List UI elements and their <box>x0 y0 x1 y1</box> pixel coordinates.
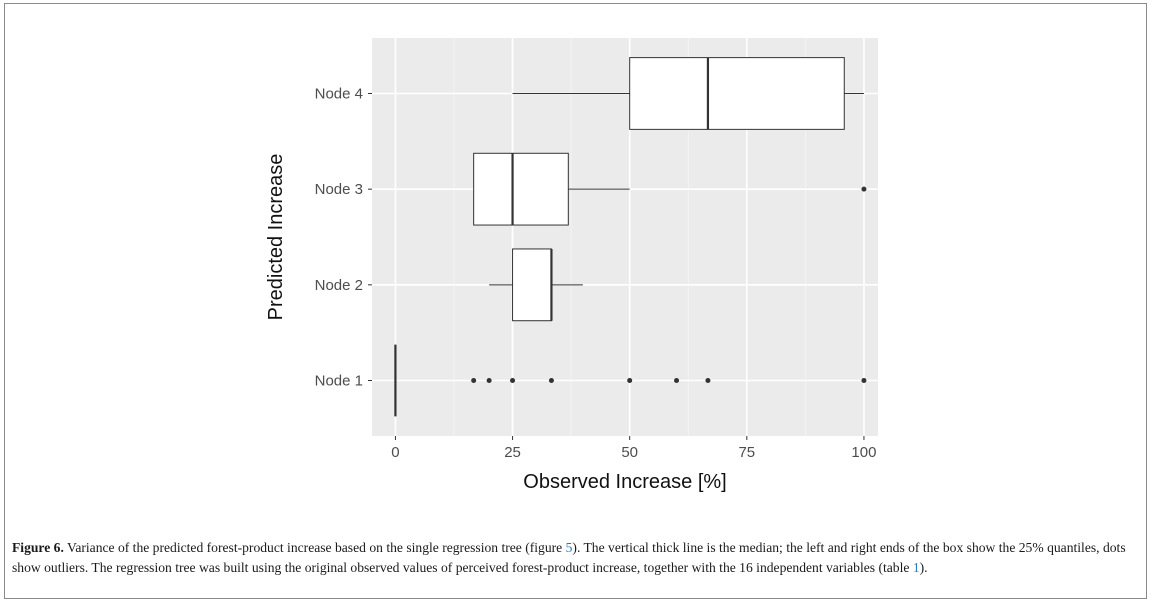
box-node-2 <box>489 248 583 322</box>
box-iqr <box>512 248 552 322</box>
outlier-point <box>861 186 867 192</box>
caption-table-link[interactable]: 1 <box>912 560 920 575</box>
y-axis-ticks: Node 1 Node 2 Node 3 Node 4 <box>315 85 372 390</box>
x-axis-title: Observed Increase [%] <box>523 471 726 493</box>
box-node-1 <box>394 344 867 417</box>
outlier-point <box>486 378 492 384</box>
outlier-point <box>548 378 554 384</box>
x-tick-label: 100 <box>851 444 876 461</box>
y-tick-label: Node 4 <box>315 85 363 102</box>
x-axis-ticks: 0 25 50 75 100 <box>391 436 876 461</box>
caption-text-1: Variance of the predicted forest-product… <box>63 540 566 555</box>
x-tick-label: 25 <box>504 444 521 461</box>
box-node-3 <box>473 152 867 226</box>
y-tick-label: Node 3 <box>315 181 363 198</box>
y-tick-label: Node 2 <box>315 277 363 294</box>
box-node-4 <box>512 57 864 130</box>
outlier-point <box>705 378 711 384</box>
outlier-point <box>674 378 680 384</box>
figure-caption: Figure 6. Variance of the predicted fore… <box>12 538 1132 578</box>
box-iqr <box>629 57 845 130</box>
box-series <box>394 57 867 417</box>
outlier-point <box>861 378 867 384</box>
box-iqr <box>473 152 569 226</box>
x-tick-label: 50 <box>621 444 638 461</box>
caption-text-2: ). The vertical thick line is the median… <box>12 540 1126 575</box>
outlier-point <box>627 378 633 384</box>
boxplot-chart: Node 1 Node 2 Node 3 Node 4 0 25 50 75 100 Obse… <box>265 38 878 493</box>
caption-figure-link[interactable]: 5 <box>565 540 573 555</box>
x-tick-label: 0 <box>391 444 399 461</box>
y-axis-title: Predicted Increase <box>265 154 287 321</box>
outlier-point <box>471 378 477 384</box>
caption-label: Figure 6. <box>12 540 64 555</box>
y-tick-label: Node 1 <box>315 373 363 390</box>
x-tick-label: 75 <box>738 444 755 461</box>
caption-text-3: ). <box>919 560 928 575</box>
outlier-point <box>510 378 516 384</box>
